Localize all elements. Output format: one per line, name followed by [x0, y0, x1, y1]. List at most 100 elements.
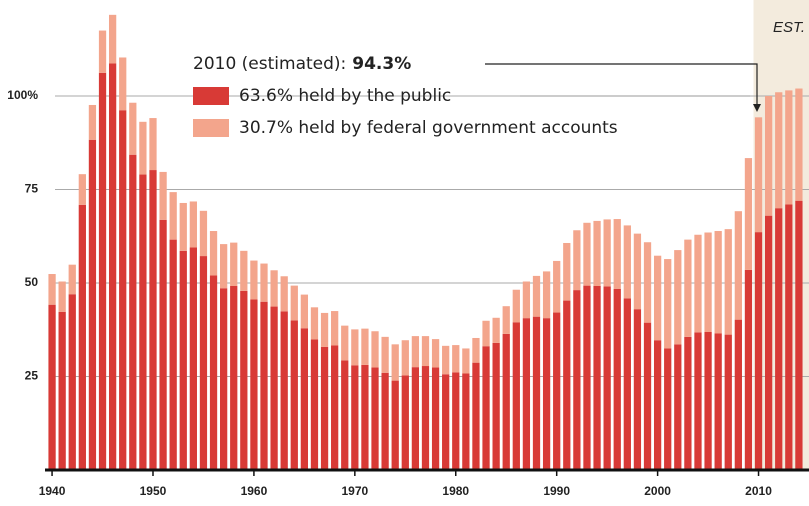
- bar-segment: [754, 117, 763, 233]
- bar-segment: [78, 174, 86, 205]
- bar-segment: [220, 244, 228, 289]
- bar-segment: [613, 219, 621, 289]
- legend-label: 63.6% held by the public: [239, 86, 451, 106]
- bar-segment: [341, 360, 349, 470]
- legend-swatch: [193, 119, 229, 137]
- bar-segment: [421, 366, 430, 470]
- bar-segment: [653, 255, 662, 341]
- bar-segment: [240, 250, 248, 291]
- bar-segment: [795, 88, 803, 201]
- bar-segment: [764, 215, 773, 470]
- bar-segment: [199, 256, 208, 470]
- bar-segment: [452, 345, 460, 373]
- bar-segment: [270, 270, 278, 307]
- bar-segment: [472, 337, 480, 363]
- bar-segment: [674, 250, 682, 345]
- bar-segment: [179, 250, 187, 470]
- bar-segment: [482, 320, 490, 347]
- bar-segment: [492, 317, 500, 343]
- legend-label: 30.7% held by federal government account…: [239, 118, 618, 138]
- bar-segment: [664, 259, 672, 349]
- bar-segment: [361, 364, 369, 470]
- bar-segment: [230, 285, 238, 470]
- bar-segment: [58, 311, 66, 470]
- bar-segment: [532, 316, 541, 470]
- bar-segment: [381, 336, 389, 373]
- bar-segment: [401, 375, 409, 470]
- bar-segment: [664, 348, 672, 470]
- bar-segment: [785, 204, 793, 470]
- bar-segment: [209, 275, 218, 470]
- bar-segment: [250, 260, 258, 300]
- annotation-connector: [485, 63, 758, 108]
- bar-segment: [270, 306, 278, 470]
- bar-segment: [240, 290, 248, 470]
- bar-segment: [119, 110, 127, 470]
- bar-segment: [512, 322, 520, 470]
- bar-segment: [88, 104, 97, 140]
- bar-segment: [623, 225, 631, 299]
- bar-segment: [391, 344, 399, 381]
- bar-segment: [482, 346, 490, 470]
- bar-segment: [351, 365, 359, 470]
- bar-segment: [108, 63, 117, 470]
- bar-segment: [442, 345, 450, 375]
- bar-segment: [209, 231, 218, 276]
- y-tick-label: 25: [25, 369, 39, 383]
- bar-segment: [583, 285, 591, 470]
- bar-segment: [189, 201, 197, 248]
- bar-segment: [653, 340, 662, 470]
- bar-segment: [189, 247, 197, 470]
- bar-segment: [542, 318, 551, 470]
- foreground: 2010 (estimated): 94.3% EST. 25 50 75 100% 194…: [7, 19, 809, 498]
- bar-segment: [633, 233, 642, 310]
- bar-segment: [129, 154, 137, 470]
- bar-segment: [98, 72, 107, 470]
- bar-segment: [553, 312, 561, 470]
- bar-segment: [694, 234, 702, 333]
- bar-segment: [553, 260, 561, 313]
- bar-segment: [613, 288, 621, 470]
- bar-segment: [704, 232, 712, 332]
- bar-segment: [300, 294, 309, 329]
- bar-segment: [674, 344, 682, 470]
- bar-segment: [431, 367, 440, 470]
- bar-segment: [603, 219, 611, 287]
- bar-segment: [502, 306, 510, 334]
- bar-segment: [462, 373, 470, 470]
- bar-segment: [58, 281, 66, 312]
- bar-segment: [442, 374, 450, 470]
- bar-segment: [48, 274, 56, 305]
- bar-segment: [754, 232, 763, 470]
- bar-segment: [643, 242, 652, 323]
- bar-segment: [250, 299, 258, 470]
- bar-segment: [68, 264, 76, 295]
- bar-segment: [563, 242, 571, 301]
- x-tick-label: 1990: [543, 484, 570, 498]
- bar-segment: [411, 336, 420, 368]
- bar-segment: [159, 171, 167, 220]
- bar-segment: [169, 239, 177, 470]
- bar-segment: [724, 334, 732, 470]
- bar-segment: [593, 285, 601, 470]
- bar-segment: [361, 328, 369, 365]
- bar-segment: [522, 281, 531, 319]
- bar-segment: [714, 231, 722, 334]
- bar-segment: [775, 92, 783, 209]
- bar-segment: [108, 14, 117, 64]
- bar-segment: [179, 202, 187, 251]
- bar-segment: [714, 333, 722, 470]
- bar-segment: [48, 304, 56, 470]
- bar-segment: [633, 309, 642, 470]
- bar-segment: [78, 204, 86, 471]
- bar-segment: [522, 318, 531, 470]
- x-tick-label: 1970: [341, 484, 368, 498]
- bar-segment: [371, 367, 379, 470]
- bar-segment: [512, 289, 520, 323]
- bar-segment: [260, 301, 268, 470]
- bar-segment: [351, 329, 359, 366]
- bar-segment: [744, 158, 753, 270]
- bar-segment: [603, 286, 611, 470]
- bar-segment: [331, 345, 339, 470]
